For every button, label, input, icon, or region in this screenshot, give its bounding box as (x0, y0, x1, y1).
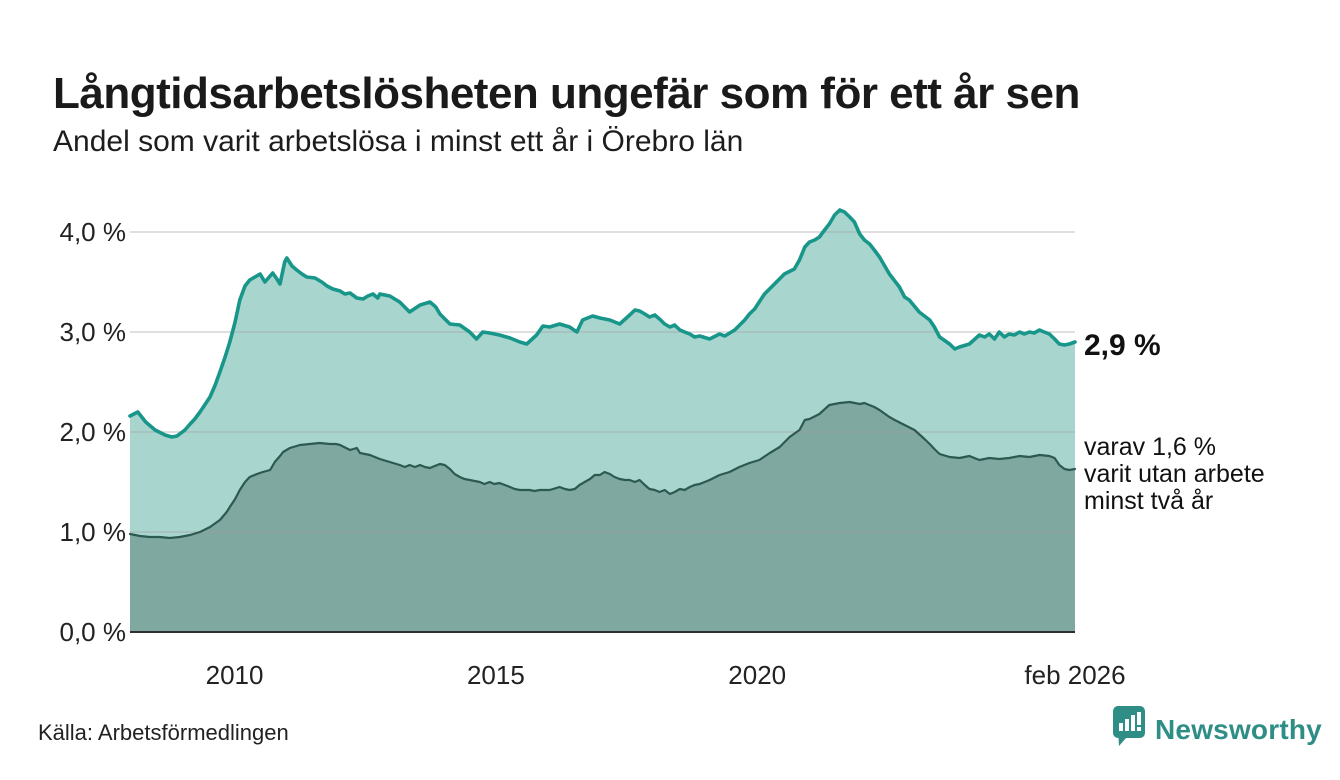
x-tick-label: 2015 (466, 660, 525, 690)
bar-chart-glyph (1119, 712, 1141, 731)
y-tick-label: 2,0 % (59, 417, 127, 447)
x-tick-label: feb 2026 (1024, 660, 1126, 690)
source-credit: Källa: Arbetsförmedlingen (38, 720, 289, 745)
chart-title: Långtidsarbetslösheten ungefär som för e… (53, 69, 1080, 119)
brand-wordmark: Newsworthy (1155, 714, 1322, 745)
newsworthy-icon (1113, 706, 1145, 746)
area-fill-min-two-years (130, 402, 1075, 632)
line-min-two-years (128, 400, 1077, 540)
y-tick-label: 0,0 % (59, 617, 127, 647)
series-end-value-label: 2,9 % (1084, 329, 1161, 362)
x-tick-label: 2020 (728, 660, 787, 690)
brand-logo: Newsworthy (1113, 706, 1333, 766)
x-tick-label: 2010 (205, 660, 264, 690)
series-end-note-label: varav 1,6 % varit utan arbete minst två … (1084, 433, 1265, 515)
chart-subtitle: Andel som varit arbetslösa i minst ett å… (53, 125, 744, 158)
y-tick-label: 4,0 % (59, 217, 127, 247)
y-tick-label: 1,0 % (59, 517, 127, 547)
y-tick-label: 3,0 % (59, 317, 127, 347)
line-min-one-year (128, 208, 1077, 439)
